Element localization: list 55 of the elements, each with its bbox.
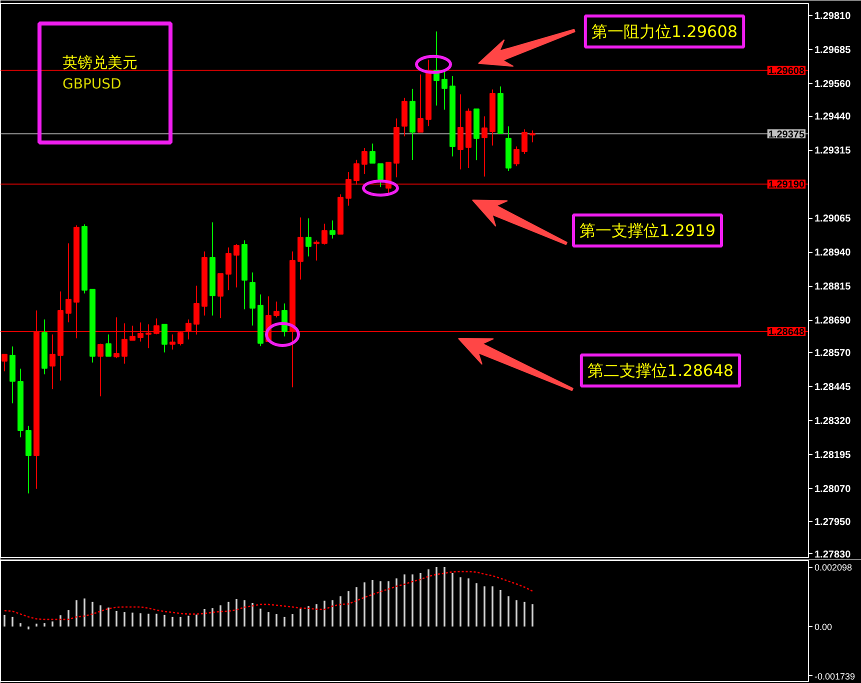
y-tick-label: 0.002098 bbox=[814, 562, 852, 573]
candlestick bbox=[306, 218, 312, 257]
candlestick bbox=[370, 143, 376, 164]
candlestick bbox=[522, 128, 528, 154]
y-tick-label: -0.001739 bbox=[814, 671, 856, 682]
candlestick bbox=[314, 240, 320, 262]
y-tick-label: 1.28320 bbox=[814, 416, 852, 428]
y-tick-label: 1.29810 bbox=[814, 10, 852, 22]
ref-line-label: 1.29608 bbox=[768, 66, 805, 77]
ref-line-label: 1.28648 bbox=[768, 326, 805, 338]
y-tick-label: 1.28940 bbox=[814, 248, 852, 259]
y-tick-label: 1.29560 bbox=[814, 78, 852, 90]
candlestick bbox=[66, 242, 72, 323]
candlestick bbox=[106, 334, 112, 357]
y-tick-label: 1.27950 bbox=[814, 516, 852, 528]
candlestick bbox=[378, 163, 384, 188]
y-tick-label: 1.28445 bbox=[814, 382, 852, 394]
candlestick bbox=[514, 146, 520, 167]
candlestick bbox=[162, 324, 168, 353]
y-tick-label: 1.29065 bbox=[814, 214, 852, 225]
candlestick bbox=[226, 246, 232, 291]
line-series bbox=[4, 570, 534, 620]
candlestick bbox=[2, 354, 8, 372]
y-tick-label: 1.28815 bbox=[814, 282, 852, 293]
candlestick bbox=[322, 223, 328, 245]
y-tick-label: 1.28570 bbox=[814, 348, 852, 360]
y-tick-label: 1.29440 bbox=[814, 112, 852, 123]
text: GBPUSD bbox=[62, 76, 122, 92]
candlestick bbox=[298, 217, 304, 280]
text: 英镑兑美元 bbox=[62, 54, 138, 72]
y-tick-label: 1.29315 bbox=[814, 146, 852, 157]
candlestick bbox=[530, 130, 536, 143]
candlestick bbox=[362, 148, 368, 175]
candlestick bbox=[274, 301, 280, 318]
candlestick bbox=[418, 74, 424, 133]
candlestick bbox=[234, 244, 240, 288]
y-tick-label: 0.00 bbox=[814, 622, 832, 632]
y-tick-label: 1.29685 bbox=[814, 44, 852, 56]
annotation: 第一阻力位1.29608 bbox=[591, 22, 738, 41]
y-tick-label: 1.28690 bbox=[814, 316, 852, 327]
ref-line-label: 1.29375 bbox=[768, 129, 805, 140]
candlestick bbox=[170, 334, 176, 350]
candlestick bbox=[50, 334, 56, 390]
annotation: 第一支撑位1.2919 bbox=[580, 221, 716, 240]
candlestick bbox=[98, 343, 104, 397]
y-tick-label: 1.27830 bbox=[814, 549, 852, 560]
candlestick bbox=[218, 273, 224, 319]
candlestick bbox=[482, 116, 488, 177]
y-tick-label: 1.28195 bbox=[814, 450, 852, 462]
candlestick bbox=[442, 70, 448, 110]
candlestick bbox=[458, 94, 464, 170]
ref-line-label: 1.29190 bbox=[768, 180, 805, 191]
y-tick-label: 1.28070 bbox=[814, 484, 852, 496]
annotation: 第二支撑位1.28648 bbox=[587, 361, 734, 380]
candlestick bbox=[330, 220, 336, 239]
